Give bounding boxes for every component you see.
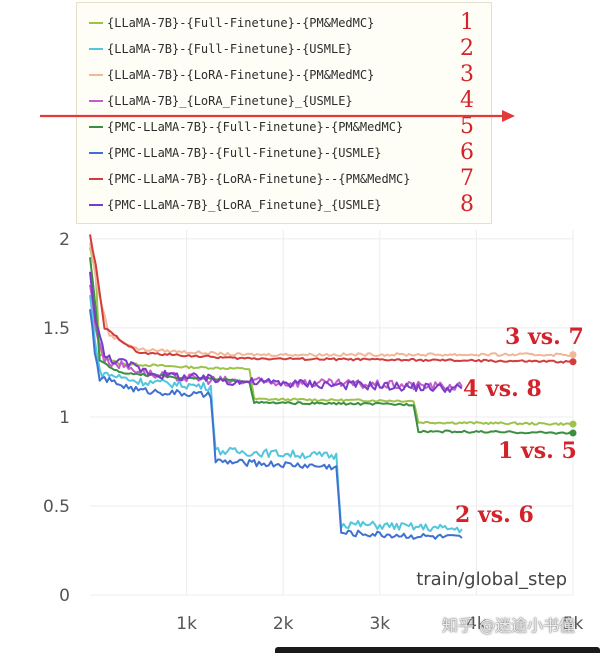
legend-number: 3 bbox=[460, 62, 474, 87]
legend-swatch bbox=[89, 48, 103, 50]
legend-label: {LLaMA-7B}-{Full-Finetune}-{PM&MedMC} bbox=[107, 16, 375, 30]
legend-swatch bbox=[89, 178, 103, 180]
legend-number: 4 bbox=[460, 88, 474, 113]
y-tick-label: 2 bbox=[59, 230, 70, 250]
x-axis-label: train/global_step bbox=[416, 569, 567, 590]
legend-item: {LLaMA-7B}_{LoRA_Finetune}_{USMLE} bbox=[89, 89, 353, 113]
arrow-head bbox=[502, 110, 515, 122]
x-tick-label: 4k bbox=[466, 614, 487, 634]
legend-item: {LLaMA-7B}-{Full-Finetune}-{USMLE} bbox=[89, 37, 353, 61]
legend-number: 6 bbox=[460, 140, 474, 165]
y-tick-label: 0 bbox=[59, 586, 70, 606]
legend-item: {LLaMA-7B}-{Full-Finetune}-{PM&MedMC} bbox=[89, 11, 374, 35]
comparison-annotations: 3 vs. 7 4 vs. 8 1 vs. 5 2 vs. 6 bbox=[455, 324, 584, 528]
legend-item: {PMC-LLaMA-7B}-{Full-Finetune}-{USMLE} bbox=[89, 141, 382, 165]
series-line bbox=[89, 271, 463, 393]
legend-label: {PMC-LLaMA-7B}_{LoRA_Finetune}_{USMLE} bbox=[107, 198, 382, 212]
series-end-marker bbox=[569, 351, 577, 359]
legend-label: {PMC-LLaMA-7B}-{Full-Finetune}-{PM&MedMC… bbox=[107, 120, 404, 134]
series-end-marker bbox=[569, 358, 577, 366]
legend-number: 8 bbox=[460, 192, 474, 217]
legend-label: {LLaMA-7B}-{Full-Finetune}-{USMLE} bbox=[107, 42, 353, 56]
bottom-bar bbox=[275, 647, 600, 653]
x-tick-label: 1k bbox=[176, 614, 197, 634]
loss-chart: 0 0.5 1 1.5 2 1k 2k 3k 4k 5k train/global_step 3 … bbox=[43, 230, 584, 634]
tick-labels: 0 0.5 1 1.5 2 1k 2k 3k 4k 5k bbox=[43, 230, 584, 634]
series-line bbox=[89, 242, 574, 358]
legend-item: {PMC-LLaMA-7B}-{LoRA-Finetune}--{PM&MedM… bbox=[89, 167, 410, 191]
legend-item: {LLaMA-7B}-{LoRA-Finetune}-{PM&MedMC} bbox=[89, 63, 374, 87]
legend-label: {LLaMA-7B}-{LoRA-Finetune}-{PM&MedMC} bbox=[107, 68, 375, 82]
series-line bbox=[89, 294, 463, 534]
x-tick-label: 5k bbox=[563, 614, 584, 634]
legend-swatch bbox=[89, 74, 103, 76]
series-end-marker bbox=[569, 420, 577, 428]
legend-swatch bbox=[89, 22, 103, 24]
legend-label: {PMC-LLaMA-7B}-{Full-Finetune}-{USMLE} bbox=[107, 146, 382, 160]
series-lines bbox=[89, 234, 577, 540]
legend-number: 2 bbox=[460, 36, 474, 61]
series-line bbox=[89, 247, 574, 426]
x-tick-label: 2k bbox=[273, 614, 294, 634]
series-end-marker bbox=[569, 429, 577, 437]
watermark: 知乎 @迷途小书僮 bbox=[442, 616, 576, 635]
legend-number: 5 bbox=[460, 114, 474, 139]
legend-number: 1 bbox=[460, 10, 474, 35]
legend-number: 7 bbox=[460, 166, 474, 191]
comparison-label: 4 vs. 8 bbox=[463, 376, 542, 402]
legend-swatch bbox=[89, 100, 103, 102]
legend-label: {PMC-LLaMA-7B}-{LoRA-Finetune}--{PM&MedM… bbox=[107, 172, 411, 186]
legend: {LLaMA-7B}-{Full-Finetune}-{PM&MedMC} 1 {L… bbox=[76, 2, 492, 224]
legend-item: {PMC-LLaMA-7B}_{LoRA_Finetune}_{USMLE} bbox=[89, 193, 382, 217]
legend-item: {PMC-LLaMA-7B}-{Full-Finetune}-{PM&MedMC… bbox=[89, 115, 403, 139]
comparison-label: 3 vs. 7 bbox=[505, 324, 584, 350]
grid bbox=[90, 230, 574, 596]
y-tick-label: 0.5 bbox=[43, 497, 70, 517]
legend-swatch bbox=[89, 204, 103, 206]
x-tick-label: 3k bbox=[369, 614, 390, 634]
legend-swatch bbox=[89, 126, 103, 128]
y-tick-label: 1 bbox=[59, 408, 70, 428]
legend-swatch bbox=[89, 152, 103, 154]
series-line bbox=[89, 234, 574, 364]
y-tick-label: 1.5 bbox=[43, 319, 70, 339]
series-line bbox=[89, 309, 463, 540]
legend-label: {LLaMA-7B}_{LoRA_Finetune}_{USMLE} bbox=[107, 94, 353, 108]
comparison-label: 2 vs. 6 bbox=[455, 502, 534, 528]
comparison-label: 1 vs. 5 bbox=[498, 438, 577, 464]
series-line bbox=[89, 257, 574, 435]
series-line bbox=[89, 284, 463, 391]
